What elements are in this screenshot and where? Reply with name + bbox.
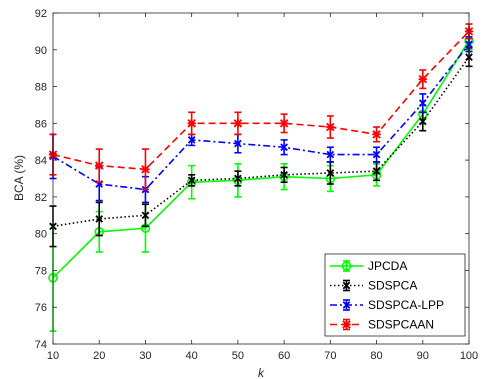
- x-tick-label: 50: [232, 350, 244, 362]
- legend-item: SDSPCA: [330, 279, 417, 293]
- y-tick-label: 90: [35, 45, 47, 57]
- y-axis-label: BCA (%): [12, 155, 26, 201]
- series-sdspca-lpp: [49, 36, 473, 204]
- x-tick-label: 100: [460, 350, 478, 362]
- data-point: [234, 139, 242, 148]
- y-tick-label: 74: [35, 339, 47, 351]
- data-point: [372, 167, 381, 175]
- x-tick-label: 20: [93, 350, 105, 362]
- data-point: [187, 176, 196, 185]
- data-point: [418, 117, 427, 126]
- legend-label: SDSPCA: [368, 279, 417, 293]
- x-axis-label: k: [258, 366, 265, 379]
- legend-marker: [342, 320, 351, 329]
- data-point: [94, 161, 104, 170]
- legend-marker: [342, 281, 351, 290]
- legend-item: SDSPCAAN: [330, 318, 434, 332]
- data-point: [372, 150, 381, 159]
- data-point: [280, 170, 288, 179]
- y-tick-label: 80: [35, 229, 47, 241]
- x-tick-label: 10: [47, 350, 59, 362]
- y-tick-label: 84: [35, 155, 47, 167]
- series-line: [52, 30, 470, 171]
- x-tick-label: 30: [139, 350, 151, 362]
- data-point: [95, 215, 104, 223]
- data-point: [279, 119, 289, 128]
- legend-item: SDSPCA-LPP: [330, 298, 444, 312]
- data-point: [233, 119, 243, 128]
- data-point: [187, 119, 196, 128]
- legend: JPCDA SDSPCA SDSPCA-LPP SDSPCAAN: [324, 253, 466, 337]
- y-tick-label: 86: [35, 118, 47, 130]
- data-point: [234, 174, 242, 183]
- x-tick-label: 40: [186, 350, 198, 362]
- data-point: [141, 165, 150, 174]
- y-tick-label: 88: [35, 82, 47, 94]
- x-tick-label: 60: [278, 350, 290, 362]
- legend-marker: [341, 261, 352, 271]
- y-tick-label: 92: [35, 8, 47, 20]
- series-line: [52, 56, 470, 228]
- series-line: [52, 43, 470, 191]
- data-point: [372, 130, 381, 139]
- x-axis-ticks: 10 20 30 40 50 60 70 80 90 100: [47, 13, 478, 362]
- legend-label: JPCDA: [368, 259, 407, 273]
- series-line: [52, 40, 470, 279]
- data-point: [326, 150, 335, 159]
- data-point: [326, 122, 335, 132]
- data-point: [418, 74, 428, 84]
- x-tick-label: 90: [417, 350, 429, 362]
- data-point: [280, 143, 288, 152]
- legend-label: SDSPCA-LPP: [368, 298, 444, 312]
- legend-item: JPCDA: [330, 259, 407, 273]
- legend-marker: [342, 301, 351, 309]
- y-tick-label: 76: [35, 302, 47, 314]
- data-point: [141, 211, 150, 220]
- plot-frame: [52, 12, 470, 345]
- legend-label: SDSPCAAN: [368, 318, 434, 332]
- y-tick-label: 78: [35, 265, 47, 277]
- data-point: [326, 169, 335, 177]
- x-tick-label: 70: [324, 350, 336, 362]
- x-tick-label: 80: [370, 350, 382, 362]
- data-point: [187, 136, 196, 144]
- y-tick-label: 82: [35, 192, 47, 204]
- data-point: [418, 99, 427, 107]
- y-axis-ticks: 74 76 78 80 82 84 86 88 90 92: [35, 8, 469, 351]
